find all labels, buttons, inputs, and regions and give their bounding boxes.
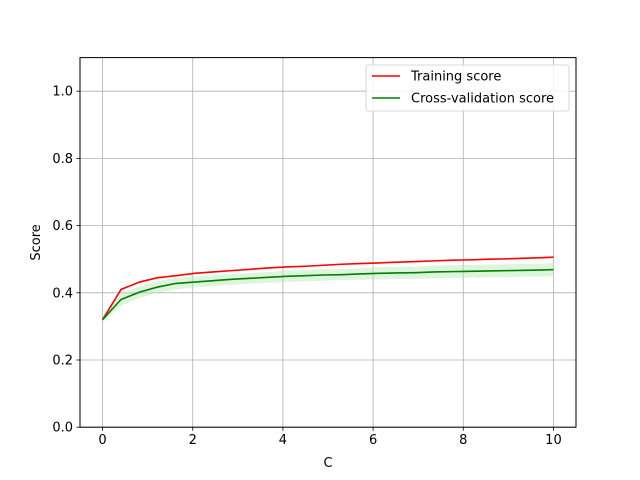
y-axis-ticks: 0.0 0.2 0.4 0.6 0.8 1.0 <box>52 85 80 436</box>
x-tick-label: 4 <box>279 433 287 448</box>
y-tick-label: 0.2 <box>52 354 73 369</box>
grid-lines <box>80 57 576 428</box>
x-axis-ticks: 0 2 4 6 8 10 <box>98 427 562 448</box>
cv-score-line <box>101 268 554 321</box>
x-tick-label: 2 <box>189 433 197 448</box>
cv-score-band <box>102 263 554 323</box>
x-tick-label: 8 <box>459 433 467 448</box>
legend-box <box>365 64 570 112</box>
y-axis-label: Score <box>29 224 44 260</box>
training-score-line <box>101 256 554 321</box>
series-lines <box>101 256 554 321</box>
x-axis-label: C <box>323 456 332 471</box>
confidence-bands <box>102 263 554 323</box>
x-tick-label: 0 <box>98 433 106 448</box>
x-tick-label: 6 <box>369 433 377 448</box>
plot-frame <box>79 57 577 428</box>
y-tick-label: 0.4 <box>52 286 73 301</box>
y-tick-label: 0.6 <box>52 219 73 234</box>
y-tick-label: 0.0 <box>52 421 73 436</box>
legend: Training score Cross-validation score <box>365 64 570 112</box>
y-tick-label: 1.0 <box>52 85 73 100</box>
legend-entry: Cross-validation score <box>411 92 554 107</box>
legend-entry: Training score <box>410 70 501 85</box>
y-tick-label: 0.8 <box>52 152 73 167</box>
x-tick-label: 10 <box>545 433 562 448</box>
